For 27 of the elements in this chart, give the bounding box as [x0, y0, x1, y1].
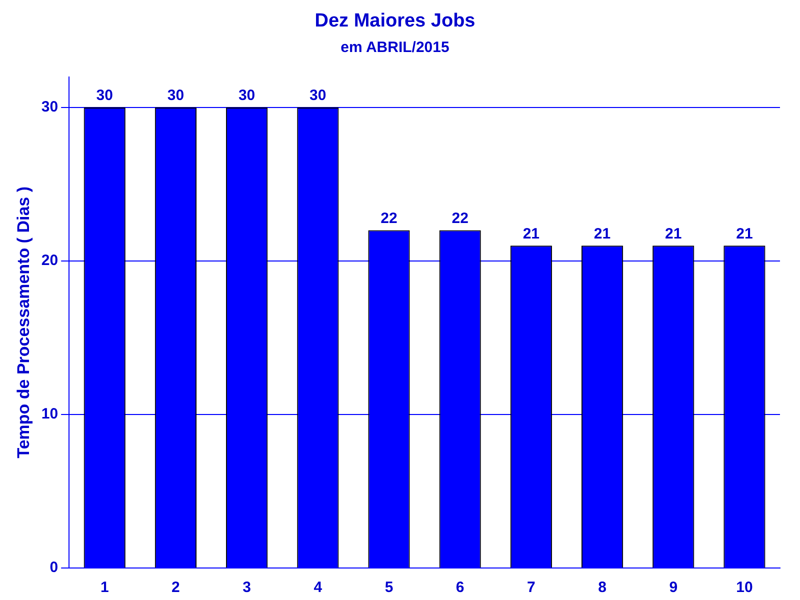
x-tick-label: 5 [384, 579, 394, 596]
chart-title: Dez Maiores Jobs [314, 10, 476, 32]
data-label: 21 [522, 225, 540, 242]
x-tick-label: 1 [100, 579, 109, 596]
x-tick-label: 8 [598, 579, 606, 596]
chart-subtitle: em ABRIL/2015 [340, 38, 450, 56]
x-tick-label: 9 [669, 579, 678, 596]
data-label: 21 [736, 225, 753, 242]
data-label: 30 [238, 87, 256, 104]
x-tick-label: 10 [736, 579, 753, 596]
x-tick-label: 4 [314, 579, 323, 596]
data-label: 30 [310, 87, 326, 104]
y-tick-label: 30 [41, 98, 58, 116]
x-tick-label: 2 [172, 579, 180, 596]
x-tick-label: 7 [527, 579, 536, 596]
x-tick-label: 6 [456, 579, 464, 596]
x-tick-label: 3 [242, 579, 251, 596]
y-tick-label: 20 [41, 252, 58, 270]
data-label: 21 [594, 225, 611, 242]
y-tick-label: 0 [50, 559, 58, 576]
data-label: 30 [96, 87, 113, 104]
y-axis-title: Tempo de Processamento ( Dias ) [14, 186, 33, 458]
data-label: 22 [452, 210, 468, 227]
data-label: 22 [380, 210, 398, 227]
data-label: 21 [665, 225, 682, 242]
data-label: 30 [167, 87, 184, 104]
y-tick-label: 10 [41, 406, 58, 423]
